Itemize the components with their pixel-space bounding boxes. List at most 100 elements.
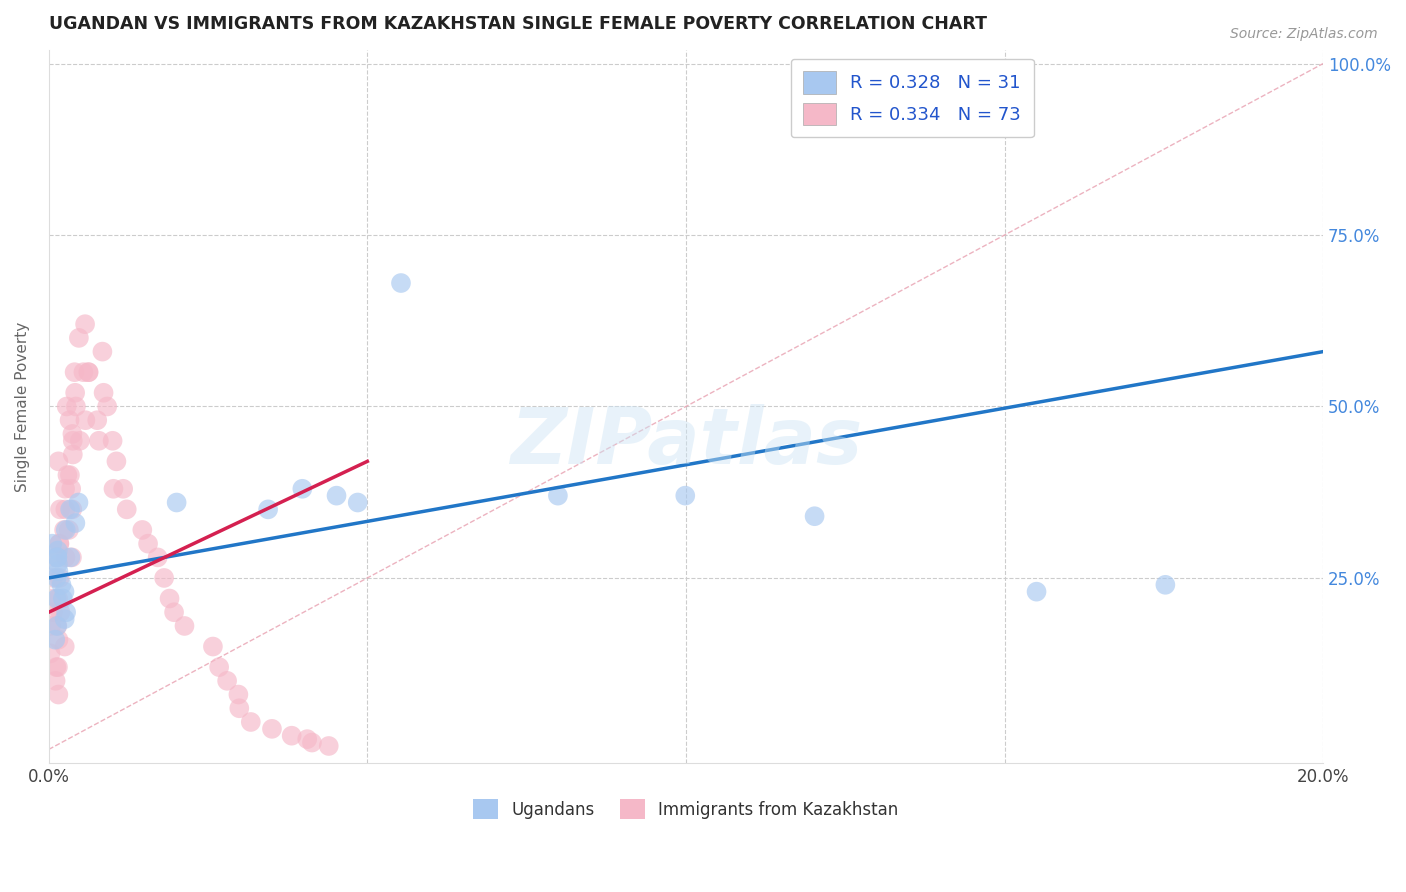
Point xyxy=(86,413,108,427)
Point xyxy=(46,558,69,572)
Point xyxy=(53,584,76,599)
Point xyxy=(87,434,110,448)
Point xyxy=(325,489,347,503)
Point xyxy=(59,550,82,565)
Point xyxy=(44,550,66,565)
Point xyxy=(55,523,77,537)
Point xyxy=(62,448,84,462)
Point xyxy=(318,739,340,753)
Point xyxy=(42,571,65,585)
Point xyxy=(91,344,114,359)
Point xyxy=(45,673,67,688)
Point xyxy=(46,591,69,606)
Point xyxy=(51,578,73,592)
Point xyxy=(58,413,80,427)
Point xyxy=(65,516,87,530)
Point xyxy=(146,550,169,565)
Point xyxy=(103,482,125,496)
Point xyxy=(62,434,84,448)
Point xyxy=(291,482,314,496)
Point xyxy=(53,612,76,626)
Point xyxy=(48,536,70,550)
Point xyxy=(673,489,696,503)
Point xyxy=(208,660,231,674)
Point xyxy=(58,523,80,537)
Point xyxy=(63,385,86,400)
Point xyxy=(49,605,72,619)
Point xyxy=(201,640,224,654)
Point xyxy=(39,591,62,606)
Point xyxy=(48,536,70,550)
Point xyxy=(46,543,69,558)
Point xyxy=(63,365,86,379)
Point xyxy=(55,550,77,565)
Point xyxy=(101,434,124,448)
Text: ZIPatlas: ZIPatlas xyxy=(510,404,862,480)
Point xyxy=(45,571,67,585)
Point xyxy=(41,536,63,550)
Text: Source: ZipAtlas.com: Source: ZipAtlas.com xyxy=(1230,27,1378,41)
Point xyxy=(136,536,159,550)
Point xyxy=(389,276,412,290)
Point xyxy=(131,523,153,537)
Point xyxy=(48,571,70,585)
Point xyxy=(45,591,67,606)
Point xyxy=(48,632,70,647)
Point xyxy=(55,400,77,414)
Point xyxy=(69,434,91,448)
Point xyxy=(301,735,323,749)
Point xyxy=(1025,584,1047,599)
Point xyxy=(52,591,75,606)
Point xyxy=(48,688,70,702)
Point xyxy=(46,550,69,565)
Point xyxy=(1154,578,1177,592)
Point xyxy=(46,660,69,674)
Point xyxy=(46,550,69,565)
Y-axis label: Single Female Poverty: Single Female Poverty xyxy=(15,321,30,491)
Text: UGANDAN VS IMMIGRANTS FROM KAZAKHSTAN SINGLE FEMALE POVERTY CORRELATION CHART: UGANDAN VS IMMIGRANTS FROM KAZAKHSTAN SI… xyxy=(49,15,987,33)
Point xyxy=(93,385,115,400)
Point xyxy=(39,619,62,633)
Point xyxy=(297,732,319,747)
Point xyxy=(112,482,135,496)
Point xyxy=(75,413,97,427)
Point xyxy=(42,605,65,619)
Point xyxy=(115,502,138,516)
Point xyxy=(257,502,280,516)
Point xyxy=(96,400,118,414)
Point xyxy=(239,714,262,729)
Point xyxy=(56,468,79,483)
Point xyxy=(75,317,97,331)
Point xyxy=(173,619,195,633)
Legend: Ugandans, Immigrants from Kazakhstan: Ugandans, Immigrants from Kazakhstan xyxy=(467,792,905,826)
Point xyxy=(803,509,825,524)
Point xyxy=(46,619,69,633)
Point xyxy=(60,426,83,441)
Point xyxy=(159,591,181,606)
Point xyxy=(60,482,83,496)
Point xyxy=(166,495,188,509)
Point xyxy=(346,495,368,509)
Point xyxy=(163,605,186,619)
Point xyxy=(77,365,100,379)
Point xyxy=(53,502,76,516)
Point xyxy=(48,564,70,578)
Point xyxy=(77,365,100,379)
Point xyxy=(60,550,83,565)
Point xyxy=(67,495,90,509)
Point xyxy=(53,640,76,654)
Point xyxy=(228,688,250,702)
Point xyxy=(228,701,250,715)
Point xyxy=(53,523,76,537)
Point xyxy=(280,729,302,743)
Point xyxy=(65,400,87,414)
Point xyxy=(49,502,72,516)
Point xyxy=(67,331,90,345)
Point xyxy=(260,722,283,736)
Point xyxy=(48,454,70,468)
Point xyxy=(53,482,76,496)
Point xyxy=(72,365,94,379)
Point xyxy=(45,660,67,674)
Point xyxy=(60,502,83,516)
Point xyxy=(59,468,82,483)
